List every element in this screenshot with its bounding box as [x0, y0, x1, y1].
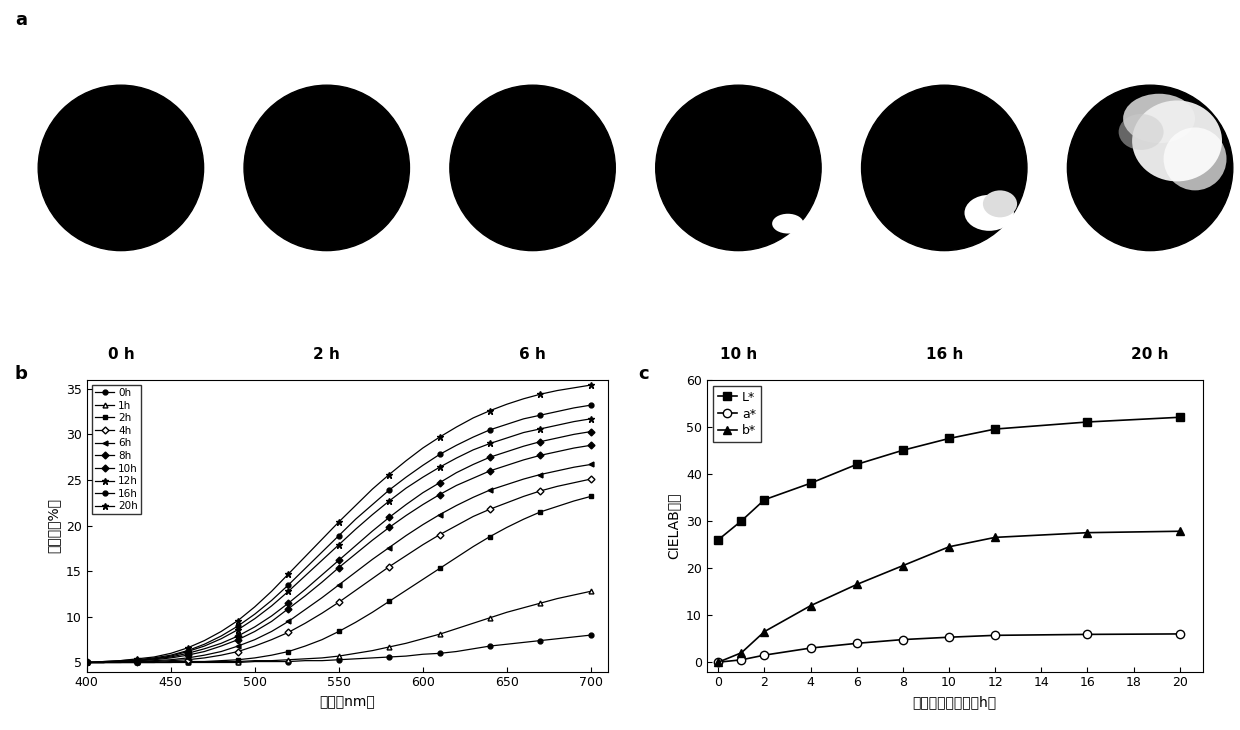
- b*: [734, 648, 749, 657]
- a*: [941, 633, 956, 642]
- Ellipse shape: [1123, 93, 1195, 143]
- a*: [758, 650, 773, 659]
- b*: [849, 580, 864, 589]
- Ellipse shape: [1163, 128, 1226, 191]
- Circle shape: [656, 85, 821, 250]
- Text: c: c: [639, 365, 650, 383]
- Ellipse shape: [773, 214, 804, 234]
- Text: a: a: [15, 11, 27, 29]
- Circle shape: [450, 85, 615, 250]
- Text: 2 h: 2 h: [314, 347, 340, 362]
- Ellipse shape: [1132, 101, 1221, 181]
- b*: [941, 542, 956, 551]
- b*: [804, 602, 818, 610]
- a*: [849, 639, 864, 648]
- Circle shape: [1068, 85, 1233, 250]
- L*: [1080, 418, 1095, 426]
- a*: [804, 644, 818, 653]
- b*: [1172, 527, 1187, 536]
- Circle shape: [244, 85, 409, 250]
- a*: [988, 631, 1003, 639]
- Text: 16 h: 16 h: [925, 347, 963, 362]
- L*: [758, 496, 773, 504]
- Circle shape: [38, 85, 203, 250]
- Text: b: b: [15, 365, 27, 383]
- b*: [988, 533, 1003, 542]
- L*: [711, 535, 725, 544]
- b*: [1080, 529, 1095, 537]
- Legend: 0h, 1h, 2h, 4h, 6h, 8h, 10h, 12h, 16h, 20h: 0h, 1h, 2h, 4h, 6h, 8h, 10h, 12h, 16h, 2…: [92, 385, 141, 515]
- L*: [895, 446, 910, 455]
- L*: [849, 460, 864, 469]
- Text: 6 h: 6 h: [520, 347, 546, 362]
- Line: L*: L*: [714, 413, 1184, 544]
- Ellipse shape: [965, 195, 1014, 231]
- b*: [711, 658, 725, 666]
- a*: [1172, 629, 1187, 638]
- X-axis label: 紫外光照射时限（h）: 紫外光照射时限（h）: [913, 695, 997, 709]
- X-axis label: 波长（nm）: 波长（nm）: [320, 695, 374, 709]
- L*: [804, 479, 818, 488]
- b*: [758, 627, 773, 636]
- Y-axis label: CIELAB局値: CIELAB局値: [666, 492, 681, 559]
- Ellipse shape: [1118, 114, 1163, 150]
- L*: [734, 517, 749, 526]
- Legend: L*, a*, b*: L*, a*, b*: [713, 386, 761, 442]
- Line: a*: a*: [714, 630, 1184, 666]
- Y-axis label: 反射率（%）: 反射率（%）: [47, 498, 61, 553]
- L*: [988, 425, 1003, 434]
- b*: [895, 561, 910, 570]
- a*: [711, 658, 725, 666]
- Text: 0 h: 0 h: [108, 347, 134, 362]
- L*: [1172, 413, 1187, 422]
- Circle shape: [862, 85, 1027, 250]
- Ellipse shape: [983, 191, 1017, 218]
- Line: b*: b*: [714, 527, 1184, 666]
- a*: [895, 635, 910, 644]
- Text: 20 h: 20 h: [1131, 347, 1169, 362]
- Text: 10 h: 10 h: [719, 347, 758, 362]
- a*: [1080, 630, 1095, 639]
- a*: [734, 656, 749, 664]
- L*: [941, 434, 956, 443]
